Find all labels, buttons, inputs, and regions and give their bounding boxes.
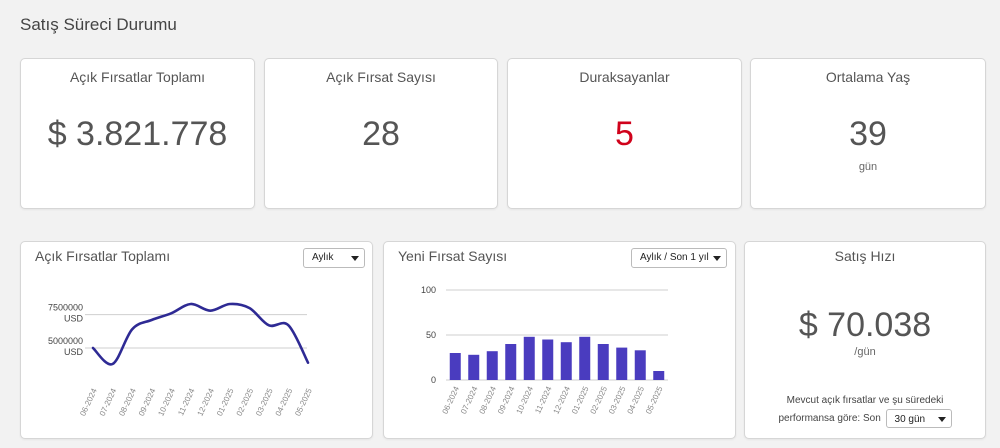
x-tick-label: 09-2024 [496, 385, 517, 416]
bar [449, 353, 461, 380]
x-tick-label: 02-2025 [235, 387, 256, 418]
y-tick-label: 7500000 [48, 303, 83, 313]
line-chart: 7500000USD5000000USD06-202407-202408-202… [48, 302, 314, 418]
y-tick-unit: USD [64, 314, 84, 324]
bar [579, 336, 591, 380]
chart-title: Açık Fırsatlar Toplamı [35, 248, 171, 264]
kpi-title: Açık Fırsat Sayısı [326, 69, 436, 85]
bar [523, 336, 535, 380]
series-line [91, 302, 310, 366]
x-tick-label: 05-2025 [293, 387, 314, 418]
y-tick-label: 0 [431, 375, 436, 385]
y-tick-label: 5000000 [48, 336, 83, 346]
speed-note-line2: performansa göre: Son 30 gün [745, 409, 985, 428]
bar [634, 350, 646, 380]
bar [542, 339, 554, 380]
x-tick-label: 01-2025 [215, 387, 236, 418]
kpi-card-stalled: Duraksayanlar 5 [507, 58, 742, 209]
speed-unit: /gün [854, 346, 876, 358]
x-tick-label: 09-2024 [137, 387, 158, 418]
y-tick-unit: USD [64, 347, 84, 357]
x-tick-label: 07-2024 [459, 385, 480, 416]
bar [468, 354, 480, 380]
x-tick-label: 03-2025 [254, 387, 275, 418]
bar [560, 342, 572, 380]
speed-period-select[interactable]: 30 gün [885, 409, 952, 428]
x-tick-label: 08-2024 [477, 385, 498, 416]
x-tick-label: 11-2024 [176, 387, 197, 417]
kpi-card-average-age: Ortalama Yaş 39 gün [750, 58, 986, 209]
x-tick-label: 08-2024 [117, 387, 138, 418]
period-select-value: Aylık [312, 252, 334, 263]
x-tick-label: 07-2024 [98, 387, 119, 418]
chevron-down-icon [937, 417, 946, 422]
kpi-value: $ 3.821.778 [47, 115, 228, 153]
period-select[interactable]: Aylık / Son 1 yıl [631, 248, 727, 268]
kpi-value: 28 [362, 115, 400, 153]
x-tick-label: 01-2025 [570, 385, 591, 416]
x-tick-label: 11-2024 [533, 385, 554, 415]
sales-speed-card: Satış Hızı $ 70.038 /gün Mevcut açık fır… [744, 241, 986, 439]
kpi-card-open-count: Açık Fırsat Sayısı 28 [264, 58, 498, 209]
kpi-unit: gün [858, 161, 878, 173]
chevron-down-icon [713, 256, 721, 261]
kpi-value: 39 [849, 115, 887, 153]
speed-value: $ 70.038 [798, 306, 932, 344]
x-tick-label: 12-2024 [551, 385, 572, 416]
kpi-title: Ortalama Yaş [825, 69, 911, 85]
speed-period-select-value: 30 gün [894, 414, 926, 425]
speed-note: Mevcut açık fırsatlar ve şu süredeki per… [745, 393, 985, 428]
open-total-chart-card: Açık Fırsatlar Toplamı Aylık 7500000 USD 5… [20, 241, 373, 439]
x-tick-label: 02-2025 [588, 385, 609, 416]
kpi-card-open-total: Açık Fırsatlar Toplamı $ 3.821.778 [20, 58, 255, 209]
chart-title: Yeni Fırsat Sayısı [398, 248, 508, 264]
x-tick-label: 06-2024 [78, 387, 99, 418]
y-tick-label: 50 [426, 330, 436, 340]
period-select-value: Aylık / Son 1 yıl [640, 252, 709, 263]
x-tick-label: 04-2025 [274, 387, 295, 418]
chevron-down-icon [351, 256, 359, 261]
new-opportunity-chart-card: Yeni Fırsat Sayısı Aylık / Son 1 yıl 0 50… [383, 241, 736, 439]
bar [486, 351, 498, 380]
kpi-title: Açık Fırsatlar Toplamı [69, 69, 206, 85]
bar-chart: 0 50 100 06-202407-202408-202409-202410-202… [421, 285, 668, 416]
kpi-value: 5 [615, 115, 634, 153]
card-title: Satış Hızı [834, 248, 896, 264]
x-tick-label: 04-2025 [625, 385, 646, 416]
y-tick-label: 100 [421, 285, 436, 295]
speed-note-line1: Mevcut açık fırsatlar ve şu süredeki [786, 395, 944, 406]
x-tick-label: 05-2025 [644, 385, 665, 416]
bar [653, 371, 665, 380]
x-tick-label: 10-2024 [156, 387, 177, 418]
x-tick-label: 06-2024 [440, 385, 461, 416]
bar [597, 344, 609, 380]
x-tick-label: 12-2024 [196, 387, 217, 418]
x-tick-label: 03-2025 [607, 385, 628, 416]
period-select[interactable]: Aylık [303, 248, 365, 268]
x-tick-label: 10-2024 [514, 385, 535, 416]
bar [505, 344, 517, 380]
bar [616, 347, 628, 380]
page-title: Satış Süreci Durumu [20, 15, 177, 34]
kpi-title: Duraksayanlar [579, 69, 670, 85]
speed-note-line2-text: performansa göre: Son [778, 413, 881, 425]
